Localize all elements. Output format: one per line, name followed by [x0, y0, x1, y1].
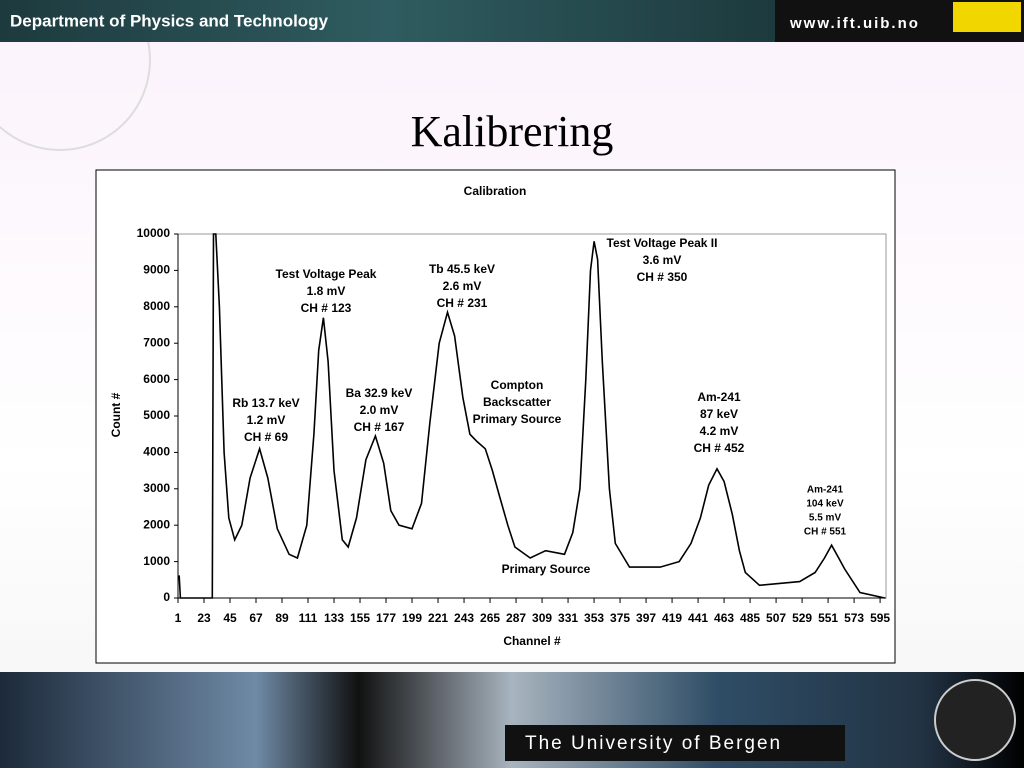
x-tick-label: 133 [324, 611, 344, 625]
annotation: 2.0 mV [360, 403, 399, 417]
university: The University of Bergen [525, 733, 782, 754]
y-axis-title: Count # [109, 392, 123, 437]
annotation: 4.2 mV [700, 424, 739, 438]
chart-frame [95, 169, 896, 664]
annotation: CH # 123 [301, 301, 352, 315]
x-tick-label: 177 [376, 611, 396, 625]
y-tick-label: 6000 [143, 372, 170, 386]
chart-title: Calibration [464, 184, 527, 198]
header-bar [0, 0, 775, 42]
y-tick-label: 1000 [143, 554, 170, 568]
x-tick-label: 375 [610, 611, 630, 625]
x-tick-label: 441 [688, 611, 708, 625]
annotation: Primary Source [502, 562, 591, 576]
y-tick-label: 0 [163, 590, 170, 604]
decoration [0, 0, 151, 151]
annotation: 1.8 mV [307, 284, 346, 298]
y-tick-label: 4000 [143, 445, 170, 459]
annotation: Am-241 [697, 390, 741, 404]
x-tick-label: 243 [454, 611, 474, 625]
annotation: Test Voltage Peak [276, 267, 377, 281]
x-tick-label: 265 [480, 611, 500, 625]
x-tick-label: 331 [558, 611, 578, 625]
x-axis-title: Channel # [503, 634, 561, 648]
department: Department of Physics and Technology [10, 11, 329, 30]
annotation: Tb 45.5 keV [429, 262, 495, 276]
y-tick-label: 7000 [143, 335, 170, 349]
logo [934, 679, 1016, 761]
annotation: Ba 32.9 keV [346, 386, 413, 400]
x-tick-label: 529 [792, 611, 812, 625]
y-tick-label: 5000 [143, 408, 170, 422]
annotation: Test Voltage Peak II [607, 236, 718, 250]
annotation: Am-241 [807, 485, 844, 496]
annotation: CH # 452 [694, 441, 745, 455]
x-tick-label: 419 [662, 611, 682, 625]
data-line [178, 233, 885, 599]
annotation: CH # 350 [637, 270, 688, 284]
annotation: 104 keV [806, 499, 844, 510]
x-tick-label: 595 [870, 611, 890, 625]
x-tick-label: 287 [506, 611, 526, 625]
slide-title: Kalibrering [411, 107, 614, 156]
footer-label-bg [505, 725, 845, 761]
annotation: CH # 551 [804, 527, 847, 538]
annotation: 1.2 mV [247, 413, 286, 427]
annotation: CH # 231 [437, 296, 488, 310]
x-tick-label: 23 [197, 611, 211, 625]
x-tick-label: 463 [714, 611, 734, 625]
annotation: Rb 13.7 keV [232, 396, 299, 410]
url: www.ift.uib.no [789, 15, 920, 32]
annotation: Primary Source [473, 412, 562, 426]
annotation: CH # 167 [354, 420, 405, 434]
x-tick-label: 45 [223, 611, 237, 625]
annotation: Compton [491, 378, 544, 392]
x-tick-label: 507 [766, 611, 786, 625]
y-tick-label: 8000 [143, 299, 170, 313]
x-tick-label: 155 [350, 611, 370, 625]
x-tick-label: 573 [844, 611, 864, 625]
x-tick-label: 199 [402, 611, 422, 625]
y-tick-label: 9000 [143, 263, 170, 277]
x-tick-label: 111 [299, 611, 318, 625]
x-tick-label: 221 [428, 611, 448, 625]
x-tick-label: 397 [636, 611, 656, 625]
x-tick-label: 353 [584, 611, 604, 625]
x-tick-label: 1 [175, 611, 182, 625]
x-tick-label: 485 [740, 611, 760, 625]
x-tick-label: 551 [818, 611, 838, 625]
y-tick-label: 2000 [143, 517, 170, 531]
annotation: 3.6 mV [643, 253, 682, 267]
x-tick-label: 89 [275, 611, 289, 625]
annotation: Backscatter [483, 395, 551, 409]
annotation: 87 keV [700, 407, 738, 421]
annotation: CH # 69 [244, 430, 288, 444]
x-tick-label: 67 [249, 611, 263, 625]
y-tick-label: 3000 [143, 481, 170, 495]
y-tick-label: 10000 [137, 226, 171, 240]
yellow-box [953, 2, 1021, 32]
annotation: 2.6 mV [443, 279, 482, 293]
annotation: 5.5 mV [809, 513, 842, 524]
x-tick-label: 309 [532, 611, 552, 625]
